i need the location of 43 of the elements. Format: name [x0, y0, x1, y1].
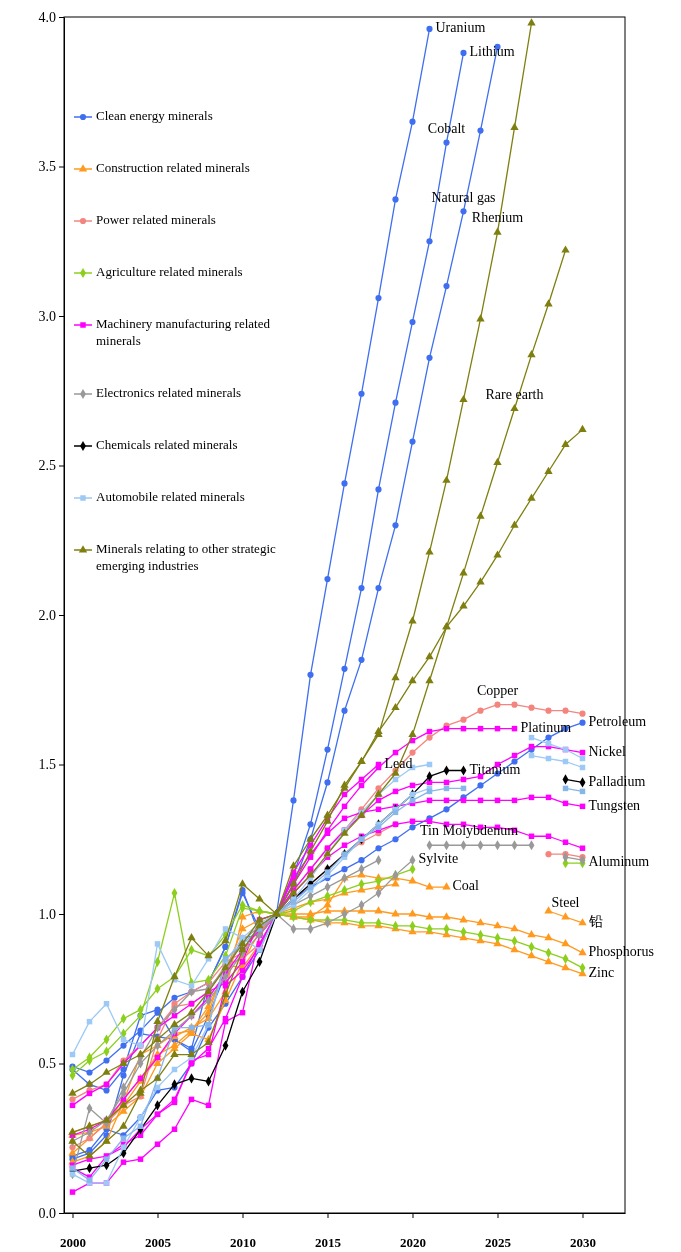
- x-tick-label: 2025: [485, 1235, 512, 1251]
- legend-label: Automobile related minerals: [96, 488, 245, 504]
- legend-label: Machinery manufacturing related minerals: [96, 315, 271, 348]
- annotation: Steel: [551, 895, 580, 911]
- y-tick-label: 1.0: [38, 906, 56, 922]
- annotation: Tin: [420, 823, 439, 839]
- y-tick-label: 3.0: [38, 308, 56, 324]
- legend-label: Agriculture related minerals: [96, 263, 243, 279]
- legend-label: Electronics related minerals: [96, 384, 242, 400]
- y-tick-label: 4.0: [38, 9, 56, 25]
- x-tick-label: 2005: [145, 1235, 172, 1251]
- annotation: Platinum: [520, 719, 572, 735]
- annotation: Cobalt: [427, 120, 466, 136]
- y-tick-label: 2.0: [38, 607, 56, 623]
- annotation: Zinc: [588, 965, 615, 981]
- y-tick-label: 0.5: [38, 1056, 56, 1072]
- legend-label: Clean energy minerals: [96, 107, 213, 123]
- legend-label: Power related minerals: [96, 211, 216, 227]
- annotation: Molybdenum: [442, 823, 519, 839]
- y-tick-label: 3.5: [38, 159, 56, 175]
- x-tick-label: 2015: [315, 1235, 342, 1251]
- legend-label: Chemicals related minerals: [96, 436, 238, 452]
- x-tick-label: 2020: [400, 1235, 426, 1251]
- legend-label: Construction related minerals: [96, 159, 250, 175]
- annotation: 铅: [587, 914, 603, 930]
- x-tick-label: 2030: [570, 1235, 596, 1251]
- annotation: Tungsten: [588, 797, 641, 813]
- y-tick-label: 1.5: [38, 757, 56, 773]
- y-tick-label: 2.5: [38, 458, 56, 474]
- annotation: Sylvite: [418, 851, 459, 867]
- annotation: Phosphorus: [588, 944, 654, 960]
- annotation: Aluminum: [588, 854, 650, 870]
- annotation: Petroleum: [588, 713, 647, 729]
- annotation: Palladium: [588, 773, 646, 789]
- annotation: Nickel: [588, 743, 626, 759]
- legend-label: Minerals relating to other strategic emerging industries: [96, 540, 276, 573]
- annotation: Uranium: [435, 20, 486, 36]
- x-tick-label: 2000: [60, 1235, 86, 1251]
- y-tick-label: 0.0: [38, 1205, 56, 1221]
- annotation: Lithium: [469, 44, 515, 60]
- x-tick-label: 2010: [230, 1235, 256, 1251]
- annotation: Copper: [476, 682, 519, 698]
- annotation: Coal: [452, 878, 480, 894]
